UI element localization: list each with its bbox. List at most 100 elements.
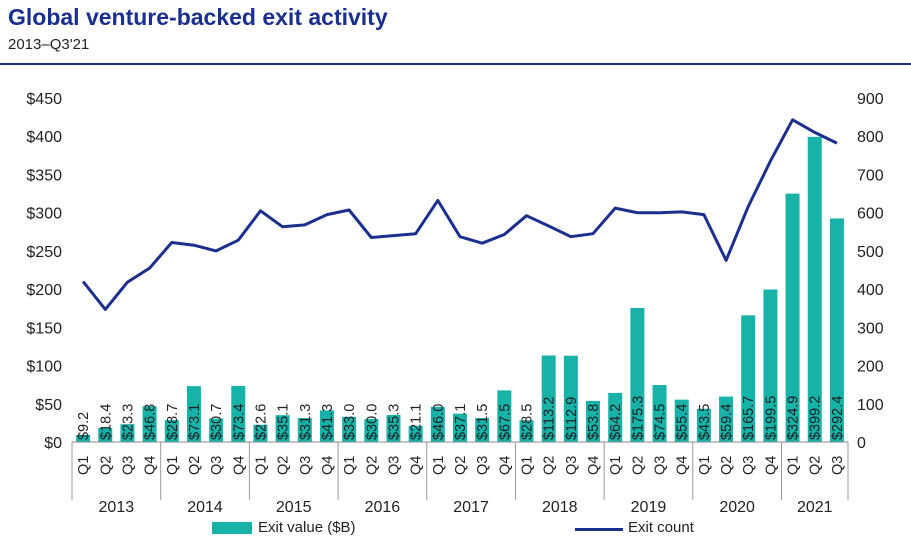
left-axis-tick-label: $400	[26, 129, 62, 146]
bar-value-label: $46.0	[431, 404, 447, 440]
bar	[763, 289, 778, 442]
bar	[319, 410, 334, 442]
bar	[453, 413, 467, 442]
exit-count-line	[81, 118, 838, 311]
right-axis-tick-label: 200	[857, 359, 884, 376]
bar-value-label: $46.8	[143, 404, 159, 440]
year-label: 2019	[631, 499, 667, 516]
bar-value-label: $59.4	[719, 404, 735, 440]
legend-label-exit-value: Exit value ($B)	[258, 519, 356, 536]
x-tick-label: Q1	[165, 456, 181, 475]
year-label: 2013	[99, 499, 135, 516]
bar-value-label: $18.4	[98, 404, 114, 440]
bar-value-label: $112.9	[564, 397, 580, 440]
bar-value-label: $30.0	[364, 404, 380, 440]
bar-value-label: $324.9	[786, 396, 802, 440]
bar	[408, 425, 423, 442]
bar	[275, 415, 290, 442]
bar	[674, 399, 689, 442]
x-tick-label: Q4	[675, 456, 691, 475]
bar	[563, 355, 578, 442]
x-tick-label: Q4	[409, 456, 425, 475]
right-axis-tick-label: 100	[857, 397, 884, 414]
x-tick-label: Q2	[187, 456, 203, 475]
bar	[719, 396, 734, 442]
bar-value-label: $175.3	[630, 396, 646, 440]
x-tick-label: Q3	[209, 456, 225, 475]
year-label: 2014	[187, 499, 223, 516]
bar-value-label: $113.2	[542, 397, 558, 440]
bar-value-label: $43.5	[697, 404, 713, 440]
x-tick-label: Q1	[608, 456, 624, 475]
bar	[231, 385, 246, 442]
bar	[696, 408, 711, 442]
x-tick-label: Q2	[542, 456, 558, 475]
right-axis-tick-label: 900	[857, 91, 884, 108]
bar-label-group: $9.2 $18.4 $23.3 $46.8 $28.7 $73.1 $30.7 $73.4 $…	[76, 396, 846, 440]
bar	[164, 420, 179, 442]
bar-value-label: $30.7	[209, 404, 225, 440]
left-axis-tick-label: $250	[26, 244, 62, 261]
x-tick-label: Q1	[431, 456, 447, 475]
x-tick-label: Q1	[697, 456, 713, 475]
bar	[630, 307, 645, 442]
bar-value-label: $55.4	[675, 404, 691, 440]
x-tick-label: Q2	[808, 456, 824, 475]
bar-value-label: $64.2	[608, 404, 624, 440]
bar	[608, 392, 623, 442]
bar-value-label: $21.1	[409, 404, 425, 440]
x-tick-label: Q2	[364, 456, 380, 475]
right-axis-tick-label: 400	[857, 282, 884, 299]
bar	[497, 390, 512, 442]
bar	[519, 420, 534, 442]
x-tick-label: Q1	[253, 456, 269, 475]
bar-value-label: $41.3	[320, 404, 336, 440]
bar-value-label: $35.1	[276, 404, 292, 440]
year-label: 2016	[365, 499, 401, 516]
bar	[807, 136, 822, 442]
year-label: 2017	[453, 499, 489, 516]
left-axis-tick-label: $50	[35, 397, 62, 414]
x-tick-label: Q3	[475, 456, 491, 475]
right-axis: 0 100 200 300 400 500 600 700 800 900	[857, 91, 884, 452]
bar-value-label: $165.7	[741, 396, 757, 440]
x-tick-label: Q1	[520, 456, 536, 475]
x-tick-label: Q4	[231, 456, 247, 475]
bar-value-label: $23.3	[120, 404, 136, 440]
year-label: 2020	[719, 499, 755, 516]
x-tick-label: Q2	[98, 456, 114, 475]
bar	[120, 424, 135, 442]
bar-value-label: $31.5	[475, 404, 491, 440]
x-tick-label: Q2	[276, 456, 292, 475]
bar-value-label: $74.5	[653, 404, 669, 440]
x-tick-label: Q1	[76, 456, 92, 475]
right-axis-tick-label: 800	[857, 129, 884, 146]
x-tick-label: Q2	[630, 456, 646, 475]
bar	[475, 417, 490, 442]
bar	[364, 419, 379, 442]
left-axis-tick-label: $200	[26, 282, 62, 299]
bar	[586, 400, 601, 442]
bar-value-label: $33.0	[342, 404, 358, 440]
chart-subtitle: 2013–Q3'21	[8, 36, 90, 53]
left-axis: $0 $50 $100 $150 $200 $250 $300 $350 $400 $450	[26, 91, 62, 452]
bar-value-label: $73.4	[231, 404, 247, 440]
bar	[253, 424, 268, 442]
x-tick-label: Q4	[586, 456, 602, 475]
x-tick-label: Q4	[497, 456, 513, 475]
left-axis-tick-label: $450	[26, 91, 62, 108]
year-label: 2015	[276, 499, 312, 516]
x-tick-label: Q4	[143, 456, 159, 475]
bar-value-label: $292.4	[830, 396, 846, 440]
right-axis-tick-label: 500	[857, 244, 884, 261]
bar-value-label: $9.2	[76, 412, 92, 440]
bar	[142, 406, 157, 442]
bar-value-label: $35.3	[386, 404, 402, 440]
bar	[430, 406, 445, 442]
x-tick-label: Q1	[342, 456, 358, 475]
chart-title: Global venture-backed exit activity	[8, 4, 388, 30]
title-divider	[0, 63, 911, 65]
bar	[342, 416, 357, 442]
x-tick-label: Q3	[830, 456, 846, 475]
